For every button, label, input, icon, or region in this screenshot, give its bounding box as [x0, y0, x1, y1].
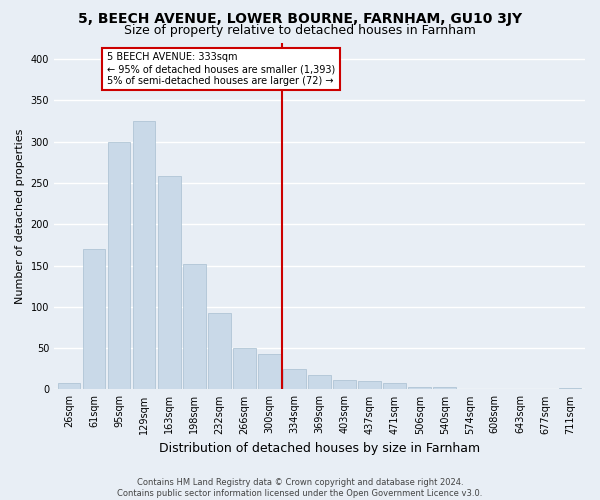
Bar	[283, 369, 306, 390]
Bar	[233, 348, 256, 390]
Text: 5, BEECH AVENUE, LOWER BOURNE, FARNHAM, GU10 3JY: 5, BEECH AVENUE, LOWER BOURNE, FARNHAM, …	[78, 12, 522, 26]
Text: Contains HM Land Registry data © Crown copyright and database right 2024.
Contai: Contains HM Land Registry data © Crown c…	[118, 478, 482, 498]
X-axis label: Distribution of detached houses by size in Farnham: Distribution of detached houses by size …	[159, 442, 480, 455]
Bar	[358, 381, 381, 390]
Bar	[83, 249, 106, 390]
Bar	[108, 142, 130, 390]
Y-axis label: Number of detached properties: Number of detached properties	[15, 128, 25, 304]
Text: Size of property relative to detached houses in Farnham: Size of property relative to detached ho…	[124, 24, 476, 37]
Bar	[533, 388, 556, 390]
Bar	[258, 354, 281, 390]
Bar	[458, 388, 481, 390]
Bar	[559, 388, 581, 390]
Bar	[308, 374, 331, 390]
Text: 5 BEECH AVENUE: 333sqm
← 95% of detached houses are smaller (1,393)
5% of semi-d: 5 BEECH AVENUE: 333sqm ← 95% of detached…	[107, 52, 335, 86]
Bar	[208, 312, 230, 390]
Bar	[333, 380, 356, 390]
Bar	[383, 383, 406, 390]
Bar	[58, 383, 80, 390]
Bar	[409, 387, 431, 390]
Bar	[158, 176, 181, 390]
Bar	[433, 387, 456, 390]
Bar	[133, 121, 155, 390]
Bar	[183, 264, 206, 390]
